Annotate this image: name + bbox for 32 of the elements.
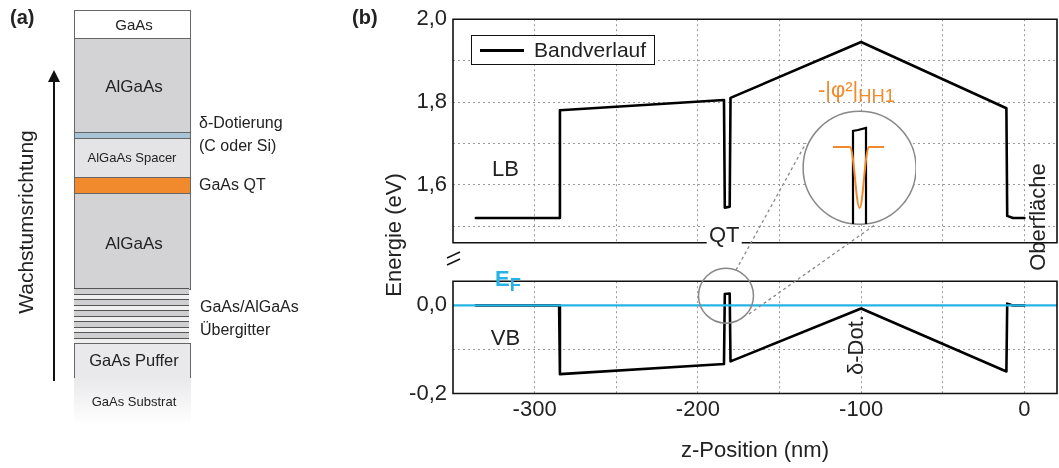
x-tick-label: -100 — [839, 395, 884, 421]
text: δ-Dotierung — [199, 114, 283, 132]
y-axis-title: Energie (eV) — [381, 173, 407, 297]
x-tick-label: -300 — [512, 395, 557, 421]
text: GaAs Substrat — [91, 393, 177, 409]
text: (C oder Si) — [199, 137, 277, 155]
text: AlGaAs — [105, 77, 163, 97]
annotation: VB — [489, 324, 522, 350]
y-tick-label: 2,0 — [416, 5, 447, 31]
text: (a) — [10, 6, 35, 29]
text: GaAs — [115, 15, 153, 33]
y-tick-label: 1,8 — [416, 88, 447, 114]
text: Wachstumsrichtung — [14, 130, 38, 314]
x-axis-title: z-Position (nm) — [681, 436, 829, 462]
text: AlGaAs Spacer — [87, 149, 177, 165]
y-tick-label: 0,0 — [416, 291, 447, 317]
text: GaAs Puffer — [89, 350, 179, 370]
annotation: Oberfläche — [1025, 162, 1051, 273]
text: GaAs/AlGaAs — [200, 298, 299, 316]
chart-title: (b) — [352, 6, 378, 29]
y-tick-label: -0,2 — [409, 379, 447, 405]
text: Übergitter — [200, 321, 271, 339]
annotation: QT — [706, 222, 742, 248]
x-tick-label: -200 — [675, 395, 720, 421]
y-tick-label: 1,6 — [416, 170, 447, 196]
annotation: δ-Dot. — [842, 314, 868, 378]
text: GaAs QT — [199, 176, 266, 194]
annotation: -|φ²|$_{HH1}$ — [816, 76, 896, 108]
text: AlGaAs — [105, 234, 163, 254]
x-tick-label: 0 — [1018, 395, 1031, 421]
annotation: LB — [491, 155, 520, 181]
legend-label: Bandverlauf — [534, 38, 647, 63]
